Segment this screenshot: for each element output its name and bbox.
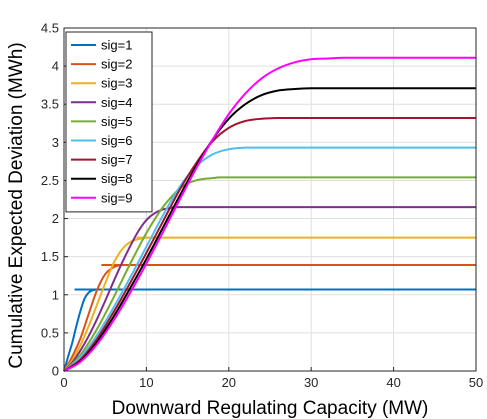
y-tick-label: 0.5 — [41, 325, 59, 340]
series-line-sig-1 — [63, 288, 476, 372]
legend-entry: sig=9 — [101, 190, 132, 205]
y-axis-label: Cumulative Expected Deviation (MWh) — [6, 42, 27, 368]
y-tick-label: 1 — [52, 287, 59, 302]
plot-frame — [63, 27, 477, 372]
x-tick-label: 40 — [386, 375, 400, 390]
legend-entry: sig=5 — [101, 114, 132, 129]
x-tick-label: 50 — [469, 375, 483, 390]
y-tick-label: 4.5 — [41, 21, 59, 36]
y-tick-label: 2.5 — [41, 173, 59, 188]
axis-ticks: 0 10 20 30 40 50 0 0.5 1 1.5 2 2.5 3 3.5 4 4.5 — [41, 21, 483, 391]
legend: sig=1 sig=2 sig=3 sig=4 sig=5 sig=6 sig=7 sig=8… — [65, 31, 153, 213]
x-tick-label: 10 — [139, 375, 153, 390]
legend-entry: sig=3 — [101, 76, 132, 91]
series-line-sig-3 — [63, 236, 476, 372]
legend-entry: sig=4 — [101, 95, 132, 110]
series-line-sig-5 — [63, 176, 476, 372]
series-line-sig-9 — [63, 56, 476, 372]
legend-entry: sig=2 — [101, 57, 132, 72]
series-line-sig-7 — [63, 116, 476, 372]
y-tick-label: 3 — [52, 135, 59, 150]
y-tick-label: 1.5 — [41, 249, 59, 264]
x-axis-label: Downward Regulating Capacity (MW) — [112, 398, 429, 419]
x-tick-label: 30 — [304, 375, 318, 390]
series-lines — [63, 56, 476, 372]
y-tick-label: 3.5 — [41, 97, 59, 112]
legend-entry: sig=1 — [101, 38, 132, 53]
y-tick-label: 2 — [52, 211, 59, 226]
legend-box — [65, 31, 153, 213]
legend-entry: sig=7 — [101, 152, 132, 167]
legend-entry: sig=6 — [101, 133, 132, 148]
y-tick-label: 4 — [52, 59, 59, 74]
x-tick-label: 0 — [60, 375, 67, 390]
legend-entry: sig=8 — [101, 171, 132, 186]
series-line-sig-2 — [63, 264, 476, 372]
series-line-sig-4 — [63, 206, 476, 372]
x-tick-label: 20 — [222, 375, 236, 390]
y-tick-label: 0 — [52, 364, 59, 379]
